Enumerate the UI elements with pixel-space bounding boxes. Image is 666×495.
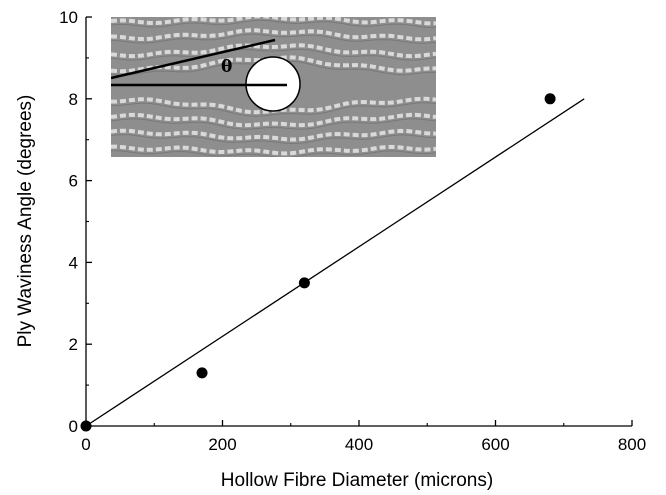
y-tick-label: 8 — [69, 90, 78, 109]
fibre-band — [111, 112, 436, 128]
data-points — [80, 93, 556, 432]
fibre-band-shadow — [111, 118, 436, 130]
inset-micrograph: θ — [111, 17, 436, 157]
theta-angle-line — [111, 38, 276, 80]
fibre-band-shadow — [111, 33, 436, 44]
x-tick-label: 600 — [481, 435, 509, 454]
y-tick-label: 4 — [69, 253, 78, 272]
data-point — [544, 93, 556, 105]
theta-label: θ — [221, 57, 232, 77]
y-ticks: 0 2 4 6 8 10 — [59, 8, 92, 436]
fibre-band — [111, 17, 436, 26]
data-point — [196, 367, 208, 379]
x-tick-label: 200 — [208, 435, 236, 454]
fibre-band-shadow — [111, 48, 436, 61]
fibre-band — [111, 43, 436, 59]
fibre-band — [111, 28, 436, 42]
data-point — [80, 420, 92, 432]
x-axis-label: Hollow Fibre Diameter (microns) — [221, 470, 493, 491]
x-ticks: 0 200 400 600 800 — [81, 420, 646, 454]
y-axis-label: Ply Waviness Angle (degrees) — [15, 95, 36, 348]
fibre-band-shadow — [111, 19, 436, 28]
fibre-band — [111, 144, 436, 156]
fibre-band-shadow — [111, 134, 436, 144]
fibre-band — [111, 128, 436, 142]
y-tick-label: 0 — [69, 417, 78, 436]
fit-line — [85, 98, 585, 427]
fibre-band-shadow — [111, 150, 436, 157]
x-tick-label: 400 — [345, 435, 373, 454]
y-tick-label: 6 — [69, 172, 78, 191]
x-tick-label: 800 — [618, 435, 646, 454]
y-tick-label: 2 — [69, 335, 78, 354]
fibre-band-shadow — [111, 102, 436, 117]
y-tick-label: 10 — [59, 8, 78, 27]
data-point — [298, 277, 310, 289]
x-tick-label: 0 — [81, 435, 90, 454]
